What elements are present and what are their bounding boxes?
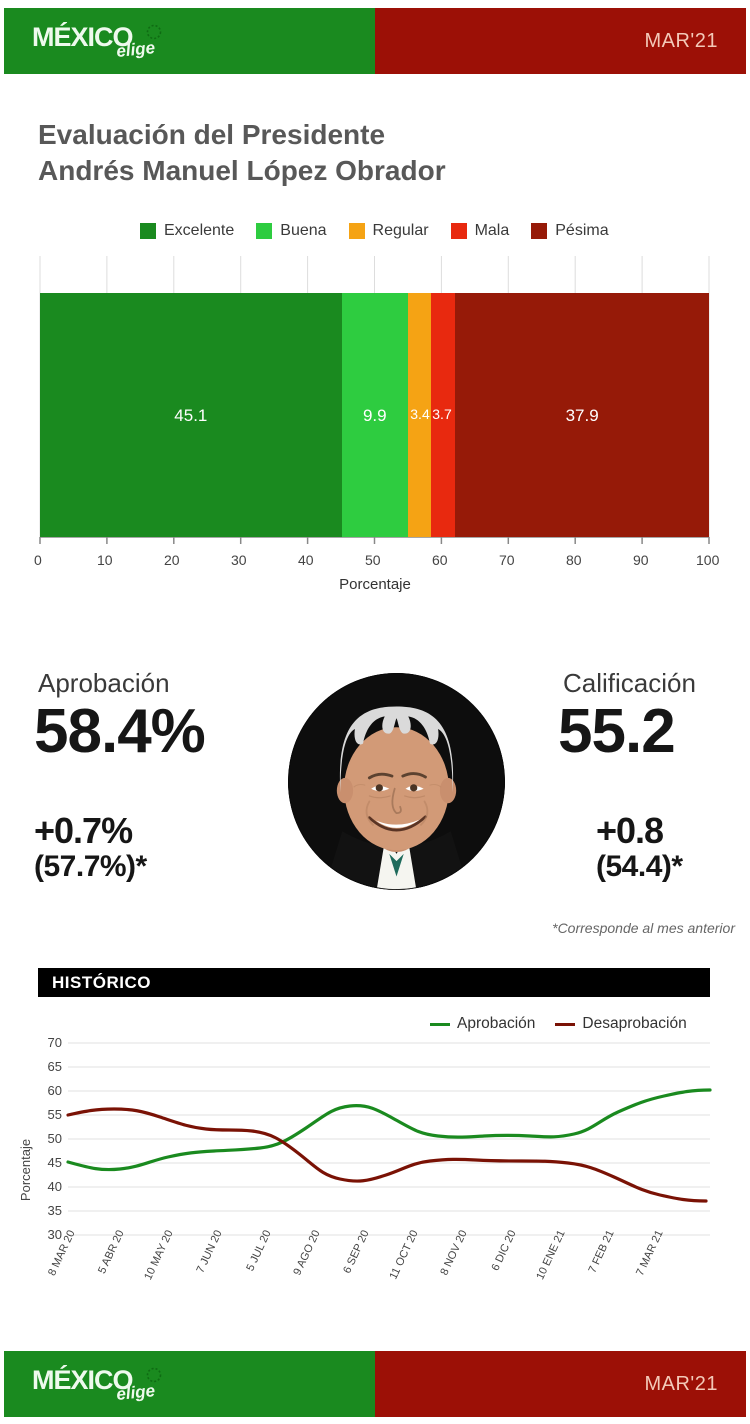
svg-text:50: 50 (48, 1131, 62, 1146)
svg-text:60: 60 (48, 1083, 62, 1098)
svg-text:elige: elige (115, 1381, 156, 1404)
svg-text:55: 55 (48, 1107, 62, 1122)
svg-text:11 OCT 20: 11 OCT 20 (387, 1228, 420, 1281)
svg-text:10 MAY 20: 10 MAY 20 (142, 1228, 175, 1281)
svg-text:45: 45 (48, 1155, 62, 1170)
svg-text:40: 40 (48, 1179, 62, 1194)
svg-text:70: 70 (48, 1035, 62, 1050)
svg-text:65: 65 (48, 1059, 62, 1074)
svg-text:35: 35 (48, 1203, 62, 1218)
svg-text:elige: elige (115, 38, 156, 61)
svg-text:10 ENE 21: 10 ENE 21 (534, 1228, 567, 1281)
